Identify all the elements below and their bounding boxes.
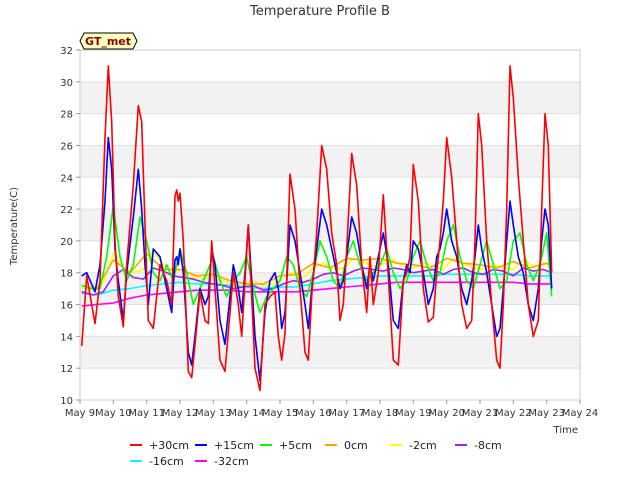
y-tick-label: 12 bbox=[60, 364, 73, 375]
badge-shape bbox=[79, 32, 138, 50]
x-tick-label: May 10 bbox=[95, 408, 132, 419]
legend-label: +15cm bbox=[214, 439, 254, 452]
y-tick-label: 20 bbox=[60, 237, 73, 248]
y-axis: 10 12 14 16 18 20 22 24 26 28 30 32 bbox=[60, 46, 80, 407]
x-tick-label: May 9 bbox=[65, 408, 95, 419]
y-tick-label: 18 bbox=[60, 269, 73, 280]
plot-area-border bbox=[79, 49, 581, 401]
y-tick-label: 14 bbox=[60, 332, 73, 343]
y-tick-label: 10 bbox=[60, 396, 73, 407]
legend-label: +30cm bbox=[149, 439, 189, 452]
x-axis-title: Time bbox=[553, 425, 578, 436]
series-line-5cm bbox=[81, 205, 553, 314]
legend-label: -8cm bbox=[474, 439, 502, 452]
x-tick-label: May 24 bbox=[562, 408, 599, 419]
grid-bands bbox=[80, 49, 580, 401]
x-tick-label: May 17 bbox=[328, 408, 365, 419]
y-axis-title: Temperature(C) bbox=[9, 187, 20, 266]
x-tick-label: May 13 bbox=[195, 408, 232, 419]
x-tick-label: May 20 bbox=[428, 408, 465, 419]
series-line-30cm bbox=[80, 65, 553, 392]
grid-band bbox=[80, 145, 580, 178]
x-tick-label: May 12 bbox=[162, 408, 199, 419]
y-tick-label: 16 bbox=[60, 301, 73, 312]
series-lines bbox=[80, 65, 553, 392]
x-tick-label: May 14 bbox=[228, 408, 265, 419]
x-tick-label: May 11 bbox=[128, 408, 165, 419]
legend-label: -32cm bbox=[214, 455, 249, 468]
badge-label: GT_met bbox=[85, 35, 131, 48]
legend: +30cm +15cm +5cm 0cm -2cm -8cm -16cm -32cm bbox=[130, 439, 502, 468]
y-tick-label: 26 bbox=[60, 141, 73, 152]
y-tick-label: 22 bbox=[60, 205, 73, 216]
x-tick-label: May 22 bbox=[495, 408, 532, 419]
legend-label: 0cm bbox=[344, 439, 368, 452]
y-tick-label: 32 bbox=[60, 46, 73, 57]
legend-label: -2cm bbox=[409, 439, 437, 452]
gt-met-badge: GT_met bbox=[79, 32, 138, 50]
legend-label: +5cm bbox=[279, 439, 312, 452]
y-tick-label: 24 bbox=[60, 173, 73, 184]
x-tick-label: May 23 bbox=[528, 408, 565, 419]
x-tick-label: May 15 bbox=[262, 408, 299, 419]
y-tick-label: 28 bbox=[60, 110, 73, 121]
legend-label: -16cm bbox=[149, 455, 184, 468]
chart-title: Temperature Profile B bbox=[249, 4, 390, 19]
x-tick-label: May 21 bbox=[462, 408, 499, 419]
x-tick-label: May 19 bbox=[395, 408, 432, 419]
y-tick-label: 30 bbox=[60, 78, 73, 89]
x-tick-label: May 18 bbox=[362, 408, 399, 419]
series-line-32cm bbox=[81, 281, 552, 307]
x-tick-label: May 16 bbox=[295, 408, 332, 419]
grid-band bbox=[80, 81, 580, 114]
grid-band bbox=[80, 336, 580, 369]
